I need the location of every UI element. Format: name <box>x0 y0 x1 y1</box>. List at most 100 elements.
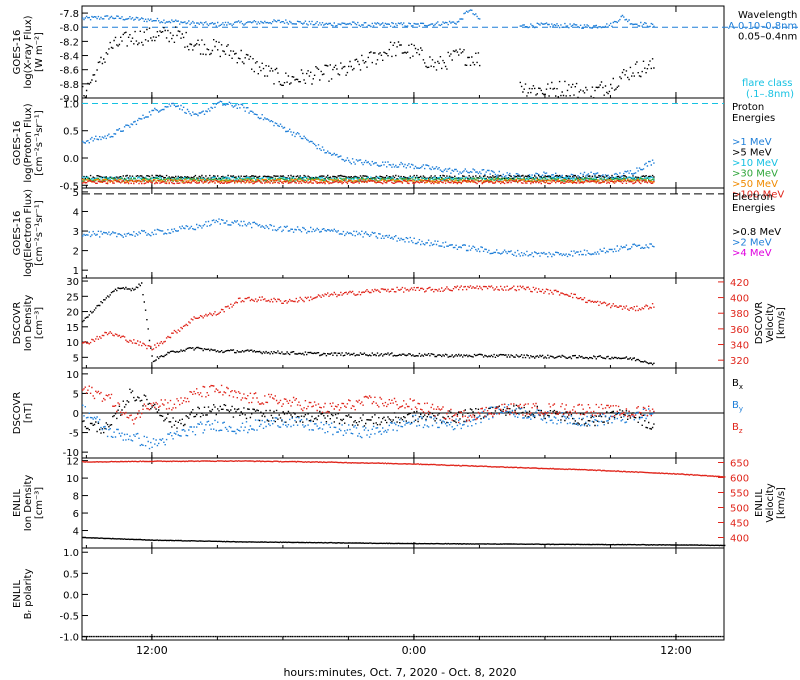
y-axis-label: DSCOVR Ion Density [cm⁻³] <box>12 295 45 352</box>
y-tick-label: 12 <box>66 457 79 468</box>
series-dscovr_mag-12 <box>82 404 655 450</box>
y-axis-label-line: GOES-16 <box>12 30 23 75</box>
right-y-axis-label: DSCOVR Velocity [km/s] <box>754 302 787 345</box>
x-tick-label: 12:00 <box>136 644 168 657</box>
legend-entry: 0.10–0.8nm <box>738 21 797 32</box>
series-dscovr_mag-11 <box>82 388 655 434</box>
y-tick-label: -8.8 <box>59 80 79 91</box>
y-axis-label-line: [cm⁻²s⁻¹sr⁻¹] <box>34 200 45 266</box>
y-axis-label-line: log(Proton Flux) <box>23 103 34 182</box>
y-tick-label: 5 <box>73 389 79 400</box>
y-tick-label: -8.4 <box>59 52 79 63</box>
legend-entry: Bz <box>732 422 743 435</box>
legend-entry: 0.05–0.4nm <box>738 32 797 43</box>
series-electron-8 <box>82 218 655 258</box>
legend-entry-subscript: z <box>739 427 743 435</box>
legend-entry: >50 MeV <box>732 179 778 190</box>
y-tick-label: 5 <box>73 188 79 199</box>
y-axis-label: GOES-16 log(Proton Flux) [cm⁻²s⁻¹sr⁻¹] <box>12 103 45 182</box>
legend-entry-label: B <box>732 422 739 433</box>
legend-entry-label: >30 MeV <box>732 169 778 180</box>
y-axis-label-line: Bᵣ polarity <box>23 569 34 620</box>
series-dscovr_plasma-10 <box>82 285 655 351</box>
y-axis-label-line: GOES-16 <box>12 211 23 256</box>
right-y-tick-label: 650 <box>730 459 749 470</box>
y-tick-label: 6 <box>73 509 79 520</box>
y-axis-label-line: log(Electron Flux) <box>23 189 34 277</box>
right-y-axis-label-line: [km/s] <box>776 487 787 519</box>
y-axis-label: GOES-16 log(X-ray Flux) [W m⁻²] <box>12 15 45 88</box>
y-axis-label-line: DSCOVR <box>12 302 23 345</box>
series-xray-1 <box>82 26 655 99</box>
y-tick-label: 1.0 <box>63 548 79 559</box>
panel-xray <box>81 5 725 99</box>
right-y-tick-label: 600 <box>730 474 749 485</box>
y-axis-label-line: log(X-ray Flux) <box>23 15 34 88</box>
y-axis-label-line: GOES-16 <box>12 121 23 166</box>
legend-entry: By <box>732 400 743 413</box>
y-tick-label: 2 <box>73 247 79 258</box>
right-y-axis-label-line: ENLIL <box>754 489 765 517</box>
right-y-tick-label: 380 <box>730 309 749 320</box>
legend-entry: >2 MeV <box>732 238 772 249</box>
legend-entry-label: >0.8 MeV <box>732 227 781 238</box>
y-tick-label: -7.8 <box>59 9 79 20</box>
y-axis-label: DSCOVR [nT] <box>12 392 34 435</box>
y-axis-label-line: Ion Density <box>23 295 34 352</box>
y-tick-label: 0 <box>73 409 79 420</box>
y-axis-label-line: ENLIL <box>12 580 23 608</box>
series-enlil_plasma-15 <box>82 460 726 478</box>
y-tick-label: 25 <box>66 292 79 303</box>
legend-entry: >10 MeV <box>732 158 778 169</box>
legend-entry: >4 MeV <box>732 248 772 259</box>
legend-entry: Bx <box>732 378 743 391</box>
panel-proton <box>81 97 725 189</box>
legend-title: Electron <box>732 192 773 203</box>
y-tick-label: 10 <box>66 338 79 349</box>
y-axis-label-line: ENLIL <box>12 489 23 517</box>
legend-entry: >5 MeV <box>732 148 772 159</box>
y-tick-label: 1 <box>73 266 79 277</box>
legend-entry-label: 0.05–0.4nm <box>738 32 797 43</box>
legend-entry-subscript: y <box>739 405 743 413</box>
y-tick-label: 0.5 <box>63 127 79 138</box>
right-y-tick-label: 400 <box>730 534 749 545</box>
right-y-axis-label: ENLIL Velocity [km/s] <box>754 483 787 522</box>
legend-entry: >1 MeV <box>732 137 772 148</box>
flare-class-note: flare class <box>742 78 792 89</box>
panel-enlil_polarity <box>81 547 725 641</box>
legend-entry: >100 MeV <box>732 190 784 201</box>
legend-entry-label: >10 MeV <box>732 158 778 169</box>
y-tick-label: -8.0 <box>59 23 79 34</box>
right-y-tick-label: 340 <box>730 341 749 352</box>
series-proton-2 <box>82 100 655 181</box>
legend-entry-label: B <box>732 400 739 411</box>
y-tick-label: 10 <box>66 474 79 485</box>
y-axis-label-line: Ion Density <box>23 475 34 532</box>
y-axis-label-line: [W m⁻²] <box>34 32 45 72</box>
panel-frame <box>81 97 725 189</box>
legend-entry-label: >100 MeV <box>732 190 784 201</box>
y-tick-label: -5 <box>69 429 79 440</box>
y-tick-label: 8 <box>73 492 79 503</box>
right-y-tick-label: 450 <box>730 519 749 530</box>
panel-frame <box>81 5 725 99</box>
y-tick-label: 0.0 <box>63 590 79 601</box>
legend-entry-label: >5 MeV <box>732 148 772 159</box>
right-y-tick-label: 360 <box>730 325 749 336</box>
panel-electron <box>81 187 725 279</box>
series-enlil_plasma-14 <box>82 536 726 547</box>
y-tick-label: 10 <box>66 370 79 381</box>
y-tick-label: 20 <box>66 308 79 319</box>
y-tick-label: -10 <box>63 448 79 459</box>
y-axis-label-line: DSCOVR <box>12 392 23 435</box>
legend-entry-label: >4 MeV <box>732 248 772 259</box>
right-y-axis-label-line: DSCOVR <box>754 302 765 345</box>
data-series <box>82 9 800 638</box>
y-tick-label: -0.5 <box>59 612 79 623</box>
y-axis-label-line: [cm⁻³] <box>34 307 45 339</box>
series-dscovr_plasma-9 <box>82 282 655 366</box>
x-tick-label: 12:00 <box>660 644 692 657</box>
right-y-tick-label: 320 <box>730 356 749 367</box>
